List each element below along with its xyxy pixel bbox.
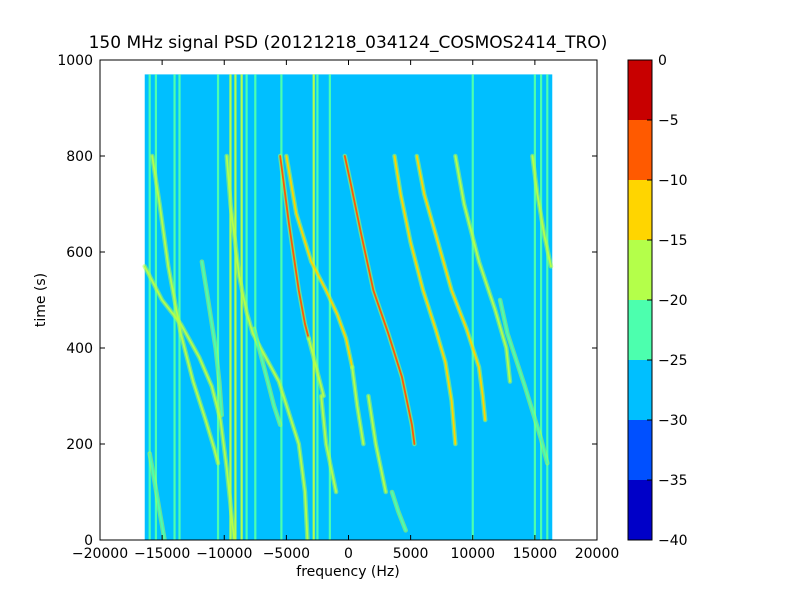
colorbar-tick-label: −10 bbox=[658, 173, 688, 189]
psd-background-band bbox=[144, 74, 553, 540]
y-tick-label: 0 bbox=[84, 533, 93, 549]
y-tick-label: 1000 bbox=[57, 53, 93, 69]
y-tick-label: 800 bbox=[66, 149, 93, 165]
doppler-track bbox=[151, 155, 219, 465]
x-tick-label: 20000 bbox=[575, 546, 620, 562]
colorbar-tick-label: 0 bbox=[658, 53, 667, 69]
y-axis-label: time (s) bbox=[33, 273, 49, 327]
doppler-track bbox=[307, 337, 325, 397]
colorbar-tick-label: −35 bbox=[658, 473, 688, 489]
x-tick-label: 5000 bbox=[393, 546, 429, 562]
colorbar-segment bbox=[628, 360, 652, 420]
doppler-track bbox=[531, 155, 552, 268]
doppler-track bbox=[200, 260, 223, 417]
x-tick-label: −20000 bbox=[72, 546, 128, 562]
doppler-track bbox=[253, 327, 282, 426]
doppler-track bbox=[391, 491, 407, 532]
colorbar-segment bbox=[628, 180, 652, 240]
colorbar-tick-label: −20 bbox=[658, 293, 688, 309]
doppler-track bbox=[415, 155, 487, 421]
psd-heatmap bbox=[142, 74, 554, 540]
doppler-track bbox=[225, 155, 309, 540]
x-tick-label: −15000 bbox=[134, 546, 190, 562]
chart-title: 150 MHz signal PSD (20121218_034124_COSM… bbox=[89, 33, 608, 53]
doppler-track bbox=[320, 395, 338, 493]
colorbar-segment bbox=[628, 240, 652, 300]
colorbar-tick-label: −40 bbox=[658, 533, 688, 549]
x-tick-label: 10000 bbox=[450, 546, 495, 562]
doppler-track bbox=[285, 155, 354, 369]
y-tick-label: 200 bbox=[66, 437, 93, 453]
doppler-track bbox=[499, 299, 549, 465]
doppler-track bbox=[454, 155, 511, 383]
colorbar-segment bbox=[628, 300, 652, 360]
y-tick-label: 600 bbox=[66, 245, 93, 261]
doppler-track bbox=[143, 265, 236, 540]
colorbar-segment bbox=[628, 60, 652, 120]
doppler-track bbox=[343, 155, 416, 445]
x-tick-label: 15000 bbox=[513, 546, 558, 562]
x-tick-label: −5000 bbox=[263, 546, 310, 562]
colorbar-tick-label: −5 bbox=[658, 113, 679, 129]
plot-area: −20000 −15000 −10000 −5000 0 5000 10000 15000 20… bbox=[57, 53, 619, 562]
colorbar-segment bbox=[628, 420, 652, 480]
doppler-track bbox=[393, 155, 457, 445]
colorbar-segment bbox=[628, 120, 652, 180]
y-axis-ticks: 0 200 400 600 800 1000 bbox=[57, 53, 597, 549]
colorbar: −40 −35 −30 −25 −20 −15 −10 −5 0 bbox=[627, 53, 688, 549]
x-axis-label: frequency (Hz) bbox=[296, 564, 399, 580]
doppler-track bbox=[367, 395, 387, 493]
y-tick-label: 400 bbox=[66, 341, 93, 357]
colorbar-tick-label: −30 bbox=[658, 413, 688, 429]
x-axis-ticks: −20000 −15000 −10000 −5000 0 5000 10000 15000 20… bbox=[72, 60, 619, 562]
x-tick-label: −10000 bbox=[196, 546, 252, 562]
doppler-track bbox=[351, 366, 365, 445]
colorbar-segment bbox=[628, 480, 652, 540]
colorbar-tick-label: −25 bbox=[658, 353, 688, 369]
colorbar-tick-label: −15 bbox=[658, 233, 688, 249]
doppler-track bbox=[279, 155, 310, 340]
doppler-track bbox=[148, 452, 166, 540]
x-tick-label: 0 bbox=[344, 546, 353, 562]
